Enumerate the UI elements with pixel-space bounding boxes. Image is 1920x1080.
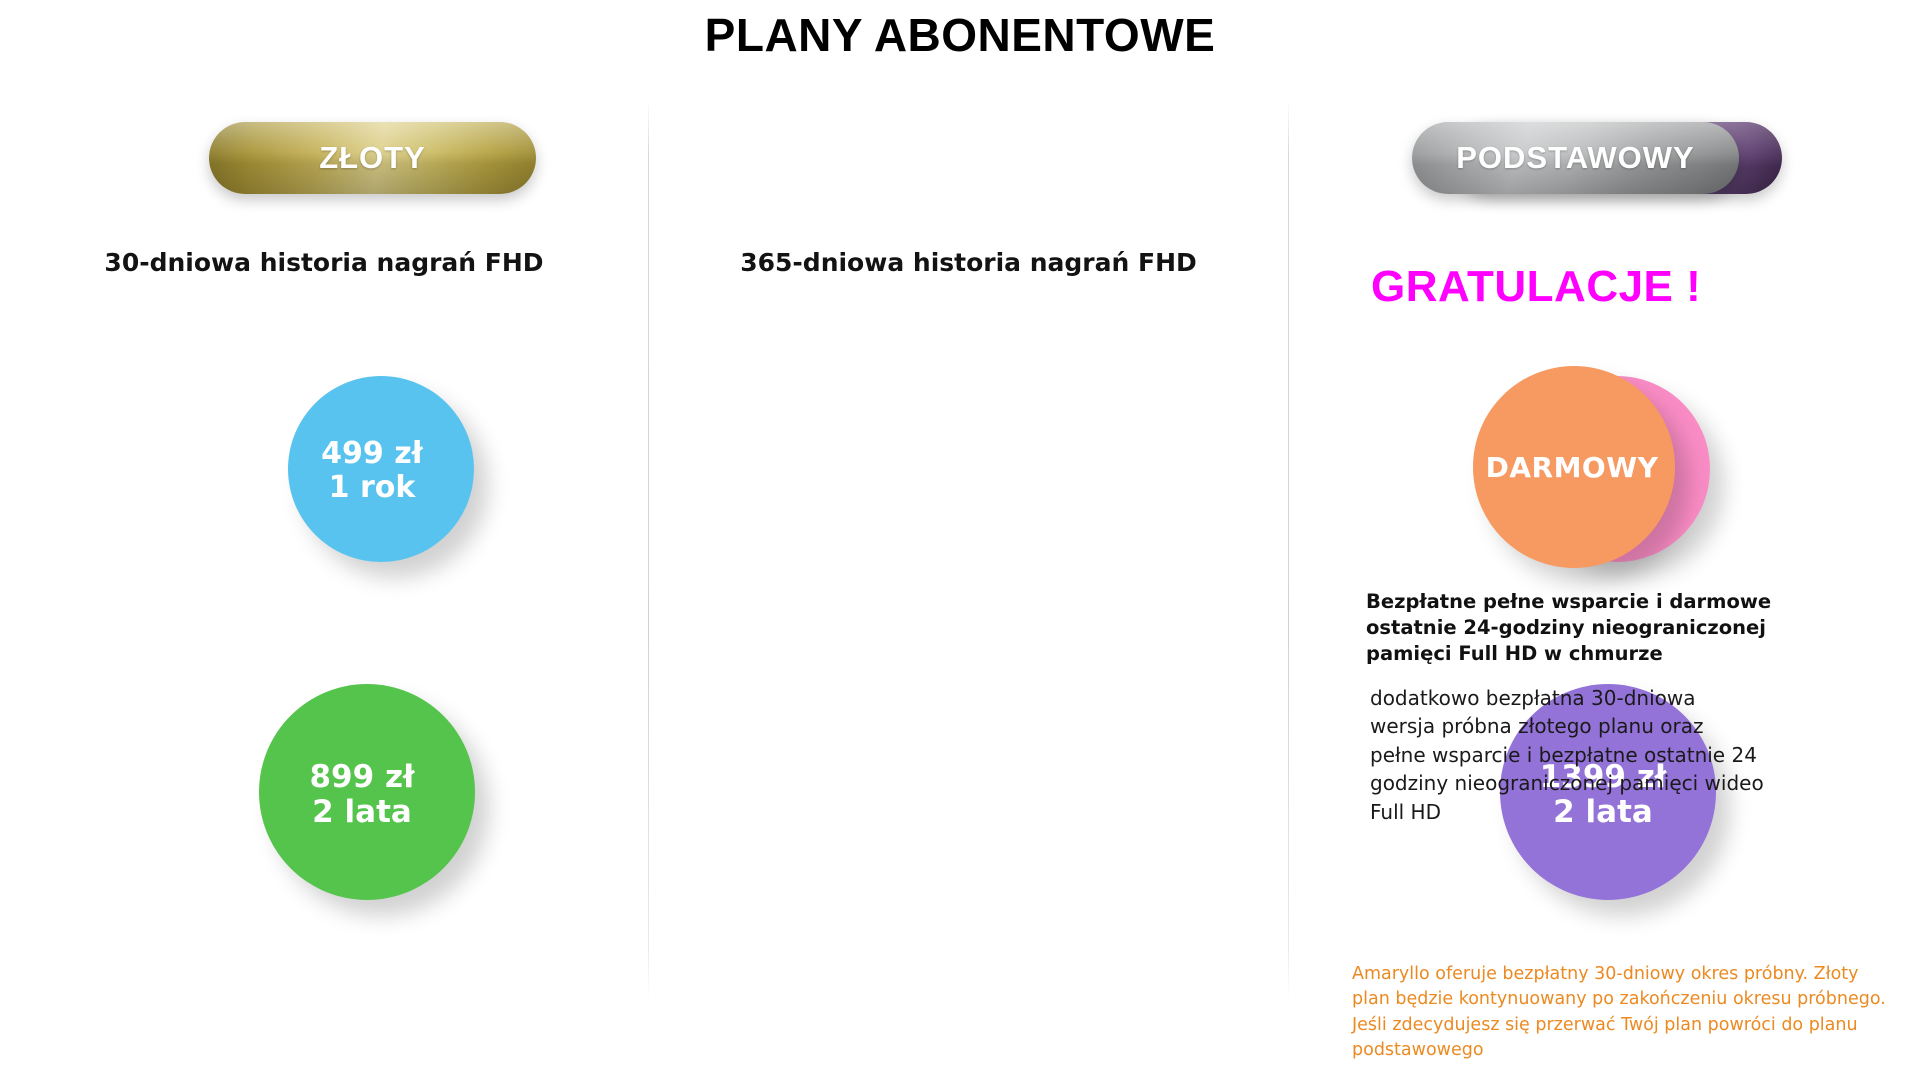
- price-circle-text: 899 zł 2 lata: [309, 760, 414, 829]
- price-amount: 499 zł: [321, 436, 423, 472]
- plan-headline-platinum: 365-dniowa historia nagrań FHD: [740, 248, 1197, 277]
- description-line: godziny nieograniczonej pamięci wideo: [1370, 771, 1764, 796]
- footer-line: plan będzie kontynuowany po zakończeniu …: [1352, 989, 1886, 1010]
- description-line: Bezpłatne pełne wsparcie i darmowe: [1366, 590, 1772, 613]
- footer-line: Jeśli zdecydujesz się przerwać Twój plan…: [1352, 1014, 1858, 1035]
- price-circle-platinum-2-years[interactable]: 1399 zł 2 lata: [1500, 684, 1716, 900]
- price-duration: 1 rok: [328, 470, 416, 505]
- free-plan-label: DARMOWY: [1485, 451, 1659, 485]
- description-line: ostatnie 24-godziny nieograniczonej: [1366, 615, 1766, 639]
- column-divider-2: [1288, 100, 1289, 1000]
- plan-badge-gold[interactable]: ZŁOTY: [209, 122, 536, 194]
- price-duration: 2 lata: [312, 794, 412, 830]
- price-amount: 899 zł: [309, 759, 415, 796]
- price-amount: 1399 zł: [1539, 759, 1667, 796]
- price-duration: 2 lata: [1553, 794, 1653, 830]
- plan-headline-gold: 30-dniowa historia nagrań FHD: [104, 248, 544, 277]
- basic-footer-note: Amaryllo oferuje bezpłatny 30-dniowy okr…: [1352, 962, 1912, 1064]
- description-line: pamięci Full HD w chmurze: [1366, 641, 1663, 665]
- plan-column-gold: ZŁOTY 30-dniowa historia nagrań FHD 499 …: [0, 0, 648, 1080]
- congratulations-text: GRATULACJE !: [1371, 262, 1702, 311]
- page-title: PLANY ABONENTOWE: [704, 9, 1216, 61]
- description-line: wersja próbna złotego planu oraz: [1370, 714, 1704, 739]
- price-circle-gold-2-years[interactable]: 899 zł 2 lata: [259, 684, 475, 900]
- column-divider-1: [648, 100, 649, 1000]
- basic-description: dodatkowo bezpłatna 30-dniowa wersja pró…: [1370, 684, 1840, 826]
- description-line: pełne wsparcie i bezpłatne ostatnie 24: [1370, 742, 1757, 767]
- footer-line: Amaryllo oferuje bezpłatny 30-dniowy okr…: [1352, 964, 1859, 984]
- price-circle-text: 499 zł 1 rok: [321, 437, 423, 504]
- plan-badge-basic[interactable]: PODSTAWOWY: [1412, 122, 1739, 194]
- description-line: dodatkowo bezpłatna 30-dniowa: [1370, 686, 1696, 710]
- basic-bold-description: Bezpłatne pełne wsparcie i darmowe ostat…: [1366, 589, 1846, 667]
- price-circle-text: 1399 zł 2 lata: [1540, 760, 1667, 829]
- free-plan-circle[interactable]: DARMOWY: [1473, 366, 1675, 568]
- footer-line: podstawowego: [1352, 1040, 1484, 1061]
- description-line: Full HD: [1370, 799, 1441, 824]
- price-circle-gold-1-year[interactable]: 499 zł 1 rok: [288, 376, 474, 562]
- plan-column-platinum: PLATYNOWY 365-dniowa historia nagrań FHD…: [649, 0, 1782, 1080]
